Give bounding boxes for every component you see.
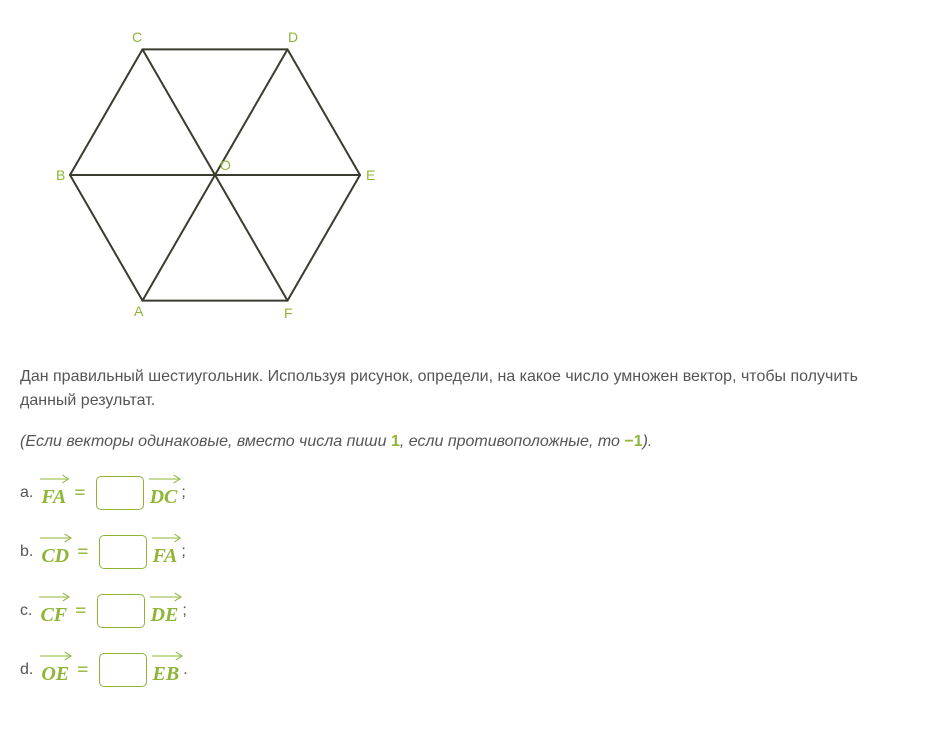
- punct: ;: [181, 543, 185, 561]
- question-label: b.: [20, 543, 33, 561]
- question-label: c.: [20, 602, 32, 620]
- svg-text:D: D: [288, 29, 298, 45]
- vector-dc: DC: [150, 478, 178, 509]
- vector-arrow-icon: [40, 651, 73, 661]
- vector-arrow-icon: [152, 533, 182, 543]
- hint-neg-one: −1: [624, 433, 642, 450]
- question-row: a. FA = DC;: [20, 476, 914, 510]
- vector-letters: FA: [153, 545, 178, 567]
- equals-sign: =: [75, 600, 86, 623]
- hint-one: 1: [391, 433, 400, 450]
- vector-fa: FA: [153, 537, 178, 568]
- vector-letters: DC: [150, 486, 178, 508]
- vector-arrow-icon: [39, 592, 71, 602]
- vector-cd: CD: [41, 537, 69, 568]
- vector-letters: CF: [40, 604, 67, 626]
- hint-text: (Если векторы одинаковые, вместо числа п…: [20, 433, 914, 451]
- equals-sign: =: [77, 659, 88, 682]
- vector-arrow-icon: [40, 474, 70, 484]
- answer-input-a[interactable]: [96, 476, 144, 510]
- punct: ;: [181, 484, 185, 502]
- svg-text:A: A: [134, 303, 144, 319]
- svg-text:O: O: [220, 157, 231, 173]
- question-label: d.: [20, 661, 33, 679]
- vector-letters: DE: [151, 604, 179, 626]
- vector-arrow-icon: [40, 533, 73, 543]
- hint-mid: , если противоположные, то: [400, 433, 625, 450]
- vector-fa: FA: [41, 478, 66, 509]
- svg-text:E: E: [366, 167, 375, 183]
- equals-sign: =: [77, 541, 88, 564]
- question-row: c. CF = DE;: [20, 594, 914, 628]
- svg-text:C: C: [132, 29, 142, 45]
- hexagon-figure: C D E F A B O: [40, 20, 914, 335]
- svg-text:B: B: [56, 167, 65, 183]
- question-row: b. CD = FA;: [20, 535, 914, 569]
- punct: ;: [182, 602, 186, 620]
- answer-input-b[interactable]: [99, 535, 147, 569]
- equals-sign: =: [74, 482, 85, 505]
- hint-suffix: ).: [643, 433, 653, 450]
- hint-prefix: (Если векторы одинаковые, вместо числа п…: [20, 433, 391, 450]
- problem-statement: Дан правильный шестиугольник. Используя …: [20, 365, 914, 413]
- punct: .: [183, 661, 187, 679]
- vector-arrow-icon: [150, 592, 183, 602]
- vector-cf: CF: [40, 596, 67, 627]
- svg-text:F: F: [284, 305, 293, 321]
- question-row: d. OE = EB.: [20, 653, 914, 687]
- vector-letters: OE: [41, 663, 69, 685]
- vector-de: DE: [151, 596, 179, 627]
- vector-letters: CD: [41, 545, 69, 567]
- vector-eb: EB: [153, 655, 180, 686]
- vector-arrow-icon: [152, 651, 184, 661]
- vector-oe: OE: [41, 655, 69, 686]
- answer-input-c[interactable]: [97, 594, 145, 628]
- vector-letters: FA: [41, 486, 66, 508]
- question-label: a.: [20, 484, 33, 502]
- vector-arrow-icon: [149, 474, 182, 484]
- vector-letters: EB: [153, 663, 180, 685]
- answer-input-d[interactable]: [99, 653, 147, 687]
